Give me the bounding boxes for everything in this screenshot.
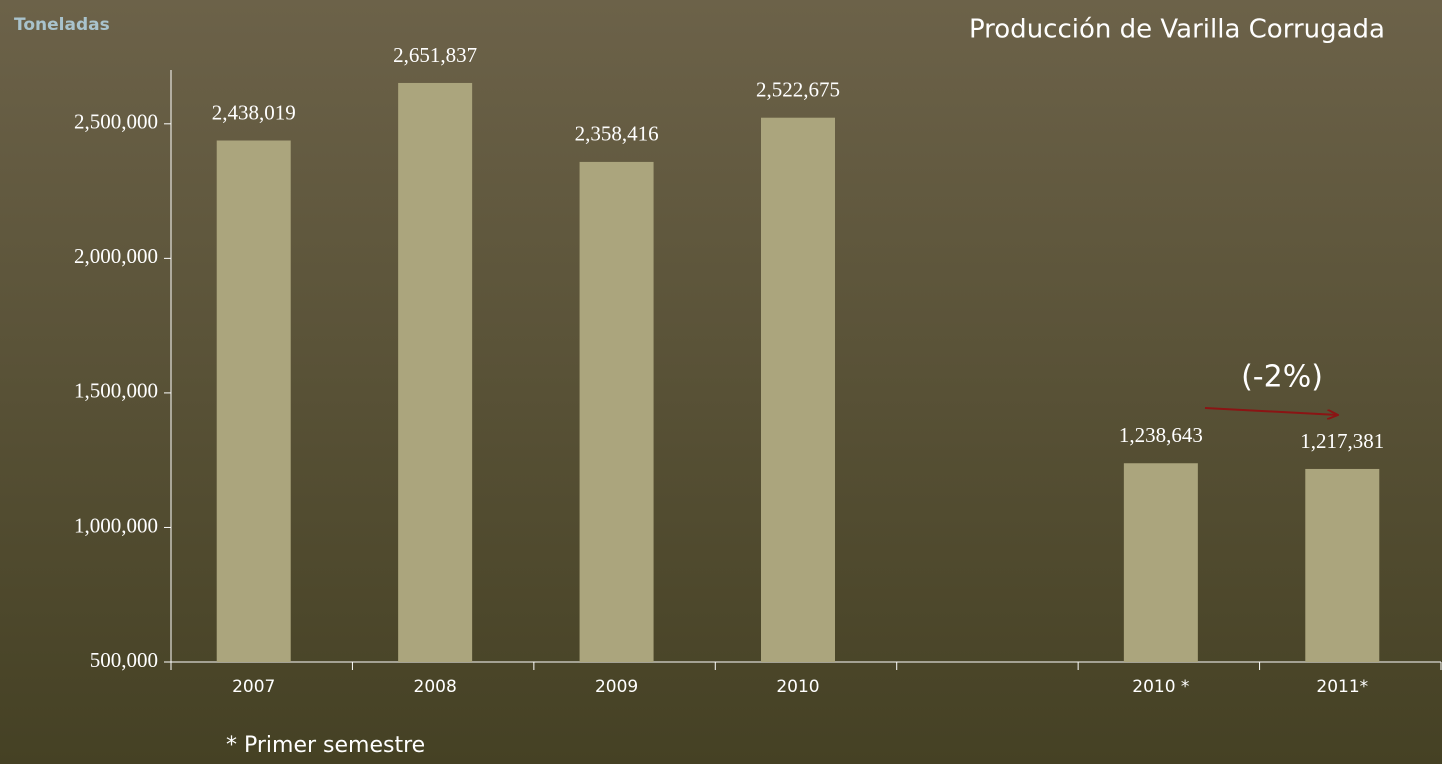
- value-label: 2,651,837: [393, 43, 477, 67]
- value-label: 2,522,675: [756, 78, 840, 102]
- bar: [761, 117, 835, 662]
- annotation: (-2%): [1241, 360, 1323, 395]
- value-label: 2,438,019: [212, 100, 296, 124]
- x-tick-label: 2010 *: [1132, 677, 1189, 697]
- value-label: 1,217,381: [1300, 429, 1384, 453]
- y-axis-label: Toneladas: [14, 15, 110, 35]
- y-tick-label: 1,500,000: [74, 379, 158, 403]
- footnote: * Primer semestre: [226, 733, 425, 758]
- bar: [1123, 463, 1198, 662]
- value-label: 2,358,416: [575, 122, 659, 146]
- arrow: [1204, 407, 1338, 415]
- x-tick-label: 2011*: [1316, 677, 1368, 697]
- x-tick-label: 2008: [414, 677, 457, 697]
- bar: [216, 140, 291, 662]
- y-tick-label: 500,000: [90, 648, 158, 672]
- bar: [1305, 468, 1380, 662]
- y-tick-label: 2,000,000: [74, 244, 158, 268]
- y-tick-label: 2,500,000: [74, 110, 158, 134]
- y-tick-label: 1,000,000: [74, 513, 158, 537]
- x-tick-label: 2009: [595, 677, 638, 697]
- chart-title: Producción de Varilla Corrugada: [969, 15, 1385, 45]
- bar: [398, 82, 473, 663]
- bar: [579, 161, 654, 662]
- x-tick-label: 2007: [232, 677, 275, 697]
- value-label: 1,238,643: [1119, 423, 1203, 447]
- x-tick-label: 2010: [776, 677, 819, 697]
